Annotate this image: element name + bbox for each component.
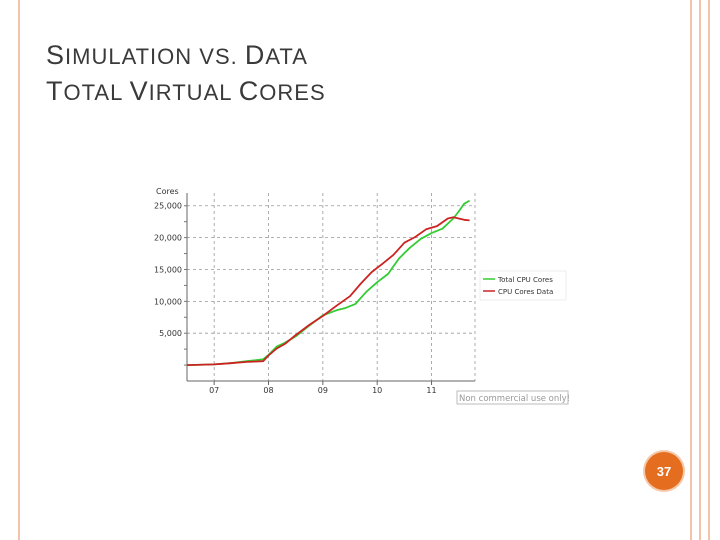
slide-title: SIMULATION VS. DATA TOTAL VIRTUAL CORES xyxy=(46,38,326,110)
x-tick-label: 09 xyxy=(318,386,328,395)
decor-stripe-right-2 xyxy=(699,0,701,540)
legend-label-0: Total CPU Cores xyxy=(497,276,553,284)
decor-stripe-right-1 xyxy=(690,0,692,540)
series-line-1 xyxy=(186,216,470,366)
y-tick-label: 20,000 xyxy=(154,234,182,243)
legend-box xyxy=(479,270,567,301)
title-line-1: SIMULATION VS. DATA xyxy=(46,40,308,70)
series-line-0 xyxy=(186,199,471,366)
legend-label-1: CPU Cores Data xyxy=(498,288,553,296)
x-tick-label: 10 xyxy=(372,386,382,395)
y-axis-label: Cores xyxy=(156,187,179,196)
page-number-badge: 37 xyxy=(645,452,683,490)
watermark-box xyxy=(456,390,569,405)
y-tick-label: 10,000 xyxy=(154,297,182,306)
x-tick-label: 11 xyxy=(426,386,436,395)
decor-stripe-right-3 xyxy=(708,0,710,540)
watermark-text: Non commercial use only! xyxy=(459,394,570,404)
page-number: 37 xyxy=(656,463,672,479)
title-line-2: TOTAL VIRTUAL CORES xyxy=(46,76,326,106)
x-tick-label: 08 xyxy=(263,386,273,395)
decor-stripe-left xyxy=(18,0,20,540)
x-tick-label: 07 xyxy=(209,386,219,395)
y-tick-label: 25,000 xyxy=(154,202,182,211)
y-tick-label: 15,000 xyxy=(154,265,182,274)
y-tick-label: 5,000 xyxy=(159,329,182,338)
